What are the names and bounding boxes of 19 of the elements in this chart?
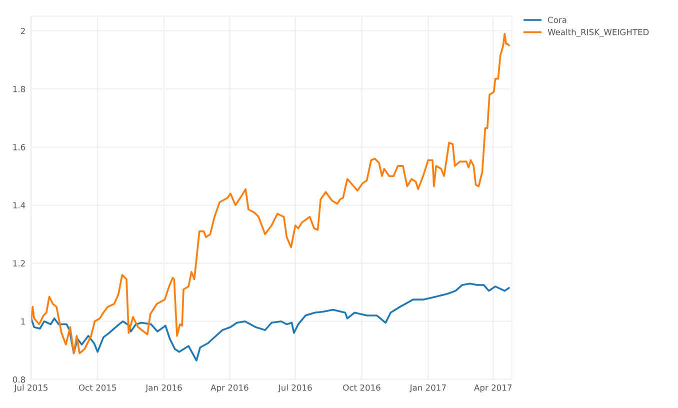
x-tick-label: Jan 2016 [145,384,182,392]
y-tick-label: 1.6 [13,144,26,150]
y-tick-label: 1.4 [13,202,26,208]
x-tick-label: Oct 2016 [343,384,380,391]
x-tick-label: Apr 2017 [474,384,512,392]
y-tick-label: 1.8 [13,86,26,92]
line-series [30,32,510,354]
y-tick-label: 0.8 [12,376,26,383]
x-tick-label: Jul 2015 [14,384,48,392]
y-tick-label: 1.2 [13,260,25,266]
x-tick-label: Jul 2016 [278,384,312,392]
line-series [30,282,510,362]
y-tick-label: 2 [20,28,25,34]
legend-label: Wealth_RISK_WEIGHTED [548,28,649,38]
x-tick-label: Apr 2016 [210,384,248,392]
y-tick-label: 1 [21,318,25,325]
x-tick-label: Jan 2017 [409,384,446,392]
legend-label: Cora [548,16,566,24]
x-tick-label: Oct 2015 [78,384,116,391]
